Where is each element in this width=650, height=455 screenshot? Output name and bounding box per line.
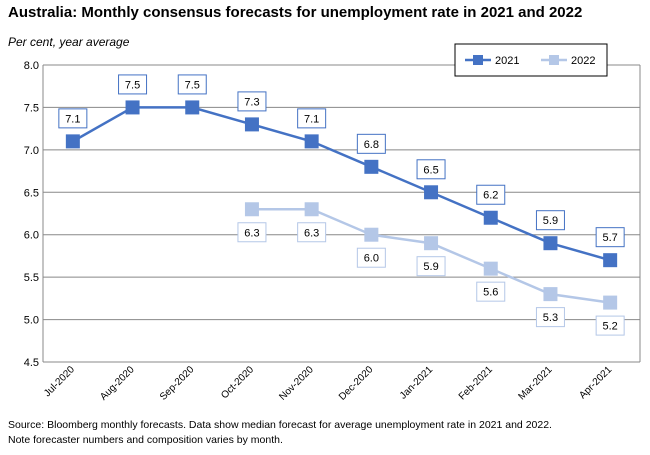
data-label: 5.2: [603, 321, 618, 333]
data-label: 7.5: [125, 79, 140, 91]
legend-label-2022: 2022: [571, 55, 595, 67]
chart-subtitle: Per cent, year average: [8, 35, 130, 49]
data-label: 5.9: [423, 261, 438, 273]
data-label-box: [595, 315, 625, 336]
data-label: 6.5: [423, 164, 438, 176]
data-label: 7.1: [304, 113, 319, 125]
data-label: 5.9: [543, 215, 558, 227]
data-label: 7.3: [244, 96, 259, 108]
data-label-box: [535, 307, 565, 328]
data-point-2021: [543, 236, 558, 251]
chart-title: Australia: Monthly consensus forecasts f…: [8, 4, 583, 21]
data-label-box: [476, 184, 506, 205]
data-label-box: [118, 74, 148, 95]
y-tick-label: 4.5: [24, 357, 39, 369]
x-tick-label: Jul-2020: [42, 364, 77, 399]
data-label-box: [356, 247, 386, 268]
data-point-2022: [244, 202, 259, 217]
data-label: 6.2: [483, 190, 498, 202]
x-tick-label: Mar-2021: [517, 364, 555, 402]
y-tick-label: 6.5: [24, 187, 39, 199]
data-point-2021: [603, 253, 618, 268]
y-tick-label: 7.0: [24, 145, 39, 157]
data-point-2022: [543, 287, 558, 302]
data-point-2021: [304, 134, 319, 149]
series-line-2021: [72, 106, 611, 262]
legend-marker-2022: [549, 55, 559, 65]
x-tick-label: Aug-2020: [98, 364, 137, 403]
data-label: 6.8: [364, 139, 379, 151]
data-label: 5.3: [543, 312, 558, 324]
data-point-2022: [483, 261, 498, 276]
data-point-2021: [185, 100, 200, 115]
data-point-2021: [364, 159, 379, 174]
x-tick-label: Oct-2020: [219, 364, 256, 401]
x-tick-label: Dec-2020: [337, 364, 376, 403]
data-label-box: [237, 91, 267, 112]
x-tick-label: Nov-2020: [277, 364, 316, 403]
y-tick-label: 5.5: [24, 272, 39, 284]
data-point-2021: [125, 100, 140, 115]
x-tick-label: Jan-2021: [398, 364, 436, 402]
x-tick-label: Apr-2021: [577, 364, 614, 401]
data-point-2021: [65, 134, 80, 149]
data-label-box: [416, 159, 446, 180]
data-label-box: [535, 210, 565, 231]
data-point-2021: [483, 210, 498, 225]
data-label: 5.7: [603, 232, 618, 244]
data-label: 5.6: [483, 287, 498, 299]
y-tick-label: 7.5: [24, 102, 39, 114]
data-label-box: [297, 222, 327, 243]
data-label-box: [416, 256, 446, 277]
source-line-1: Source: Bloomberg monthly forecasts. Dat…: [8, 419, 552, 431]
data-label-box: [237, 222, 267, 243]
line-chart: 4.5 5.0 5.5 6.0 6.5 7.0 7.5 8.0 Jul-2020 Aug-2020…: [24, 43, 641, 403]
legend-marker-2021: [473, 55, 483, 65]
data-point-2021: [424, 185, 439, 200]
data-label-box: [58, 108, 88, 129]
y-tick-label: 5.0: [24, 315, 39, 327]
data-label-box: [356, 133, 386, 154]
data-label: 7.5: [185, 79, 200, 91]
data-label: 6.0: [364, 253, 379, 265]
data-point-2022: [424, 236, 439, 251]
data-label-box: [297, 108, 327, 129]
data-point-2021: [244, 117, 259, 132]
data-label: 6.3: [244, 227, 259, 239]
data-point-2022: [603, 295, 618, 310]
data-label-box: [476, 281, 506, 302]
x-tick-label: Feb-2021: [457, 364, 495, 402]
source-note: Source: Bloomberg monthly forecasts. Dat…: [8, 418, 552, 448]
data-point-2022: [364, 227, 379, 242]
x-tick-label: Sep-2020: [158, 364, 197, 403]
data-label-box: [595, 227, 625, 248]
legend-label-2021: 2021: [495, 55, 519, 67]
data-label-box: [177, 74, 207, 95]
y-tick-label: 6.0: [24, 230, 39, 242]
data-point-2022: [304, 202, 319, 217]
source-line-2: Note forecaster numbers and composition …: [8, 434, 283, 446]
data-label: 7.1: [65, 113, 80, 125]
y-tick-label: 8.0: [24, 60, 39, 72]
data-label: 6.3: [304, 227, 319, 239]
